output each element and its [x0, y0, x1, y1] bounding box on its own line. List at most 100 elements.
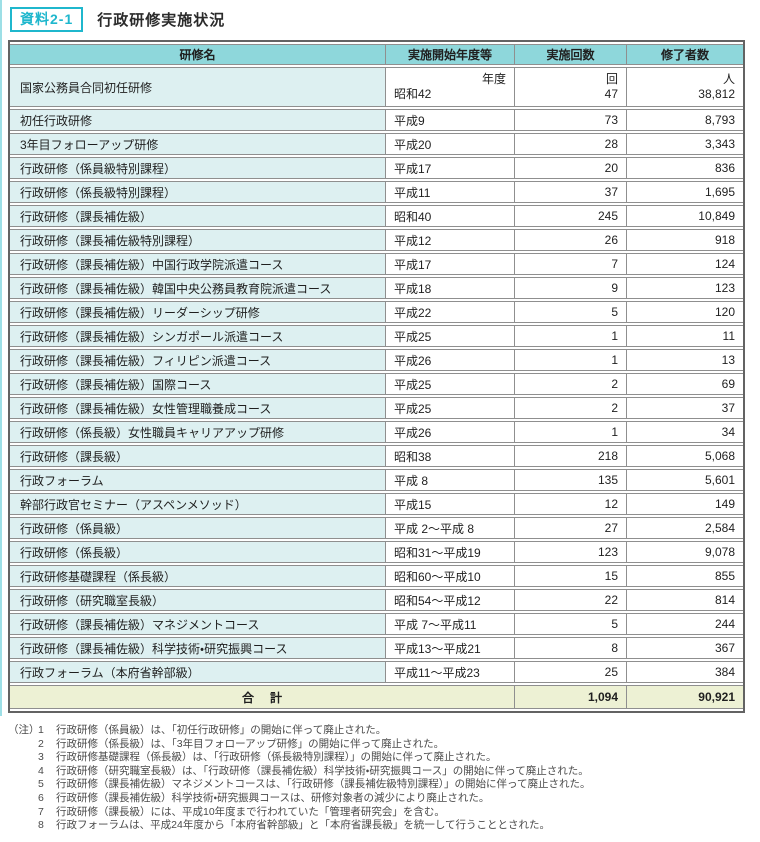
cell-training-name: 行政研修（課長級）: [10, 445, 385, 467]
total-row: 合 計 1,094 90,921: [10, 685, 743, 709]
table-row: 行政研修（係長級）女性職員キャリアアップ研修 平成26 1 34: [10, 421, 743, 443]
table-row: 行政研修（課長補佐級） 昭和40 245 10,849: [10, 205, 743, 227]
table-row: 行政研修（課長補佐級）中国行政学院派遣コース 平成17 7 124: [10, 253, 743, 275]
cell-value: 38,812: [698, 87, 735, 101]
unit-label: 年度: [481, 72, 506, 86]
cell-start-year: 平成11～平成23: [385, 661, 514, 683]
cell-session-count: 73: [514, 109, 626, 131]
note-item: 8 行政フォーラムは、平成24年度から「本府省幹部級」と「本府省課長級」を統一して…: [38, 819, 756, 833]
cell-start-year: 平成25: [385, 397, 514, 419]
table-row: 幹部行政官セミナー（アスペンメソッド） 平成15 12 149: [10, 493, 743, 515]
note-item: 7 行政研修（課長級）には、平成10年度まで行われていた「管理者研究会」を含む。: [38, 806, 756, 820]
cell-completed-count: 2,584: [626, 517, 743, 539]
cell-session-count: 37: [514, 181, 626, 203]
cell-start-year: 平成11: [385, 181, 514, 203]
cell-training-name: 行政研修（課長補佐級）フィリピン派遣コース: [10, 349, 385, 371]
note-item: 1 行政研修（係員級）は、「初任行政研修」の開始に伴って廃止された。: [38, 724, 756, 738]
document-header: 資料2-1 行政研修実施状況: [10, 6, 225, 32]
cell-training-name: 行政研修（課長補佐級）シンガポール派遣コース: [10, 325, 385, 347]
cell-completed-count: 918: [626, 229, 743, 251]
cell-training-name: 行政研修（課長補佐級特別課程）: [10, 229, 385, 251]
cell-completed-count: 69: [626, 373, 743, 395]
cell-training-name: 3年目フォローアップ研修: [10, 133, 385, 155]
footnotes-label: （注）: [8, 724, 40, 736]
cell-start-year: 平成18: [385, 277, 514, 299]
footnotes: （注） 1 行政研修（係員級）は、「初任行政研修」の開始に伴って廃止された。 2 行政…: [8, 724, 756, 833]
cell-session-count: 123: [514, 541, 626, 563]
note-text: 行政フォーラムは、平成24年度から「本府省幹部級」と「本府省課長級」を統一して行…: [56, 819, 551, 832]
cell-start-year: 平成 2～平成 8: [385, 517, 514, 539]
reference-badge: 資料2-1: [10, 6, 84, 32]
table-row: 行政研修（係長級） 昭和31～平成19 123 9,078: [10, 541, 743, 563]
cell-completed-count: 123: [626, 277, 743, 299]
cell-session-count: 2: [514, 397, 626, 419]
note-number: 6: [38, 791, 44, 804]
cell-start-year: 昭和60～平成10: [385, 565, 514, 587]
cell-training-name: 行政フォーラム: [10, 469, 385, 491]
footnotes-list: 1 行政研修（係員級）は、「初任行政研修」の開始に伴って廃止された。 2 行政研修（係…: [38, 724, 756, 833]
cell-start-year: 年度昭和42: [385, 67, 514, 107]
cell-value: 昭和42: [394, 87, 432, 101]
cell-session-count: 回 47: [514, 67, 626, 107]
cell-completed-count: 8,793: [626, 109, 743, 131]
table-row: 国家公務員合同初任研修 年度 昭和42 回 47 人 38,812: [10, 67, 743, 107]
table-row: 行政研修（課長補佐級）科学技術・研究振興コース 平成13～平成21 8 367: [10, 637, 743, 659]
cell-completed-count: 9,078: [626, 541, 743, 563]
page-edge-accent: [0, 0, 2, 716]
note-number: 3: [38, 751, 44, 764]
cell-session-count: 245: [514, 205, 626, 227]
cell-training-name: 行政フォーラム（本府省幹部級）: [10, 661, 385, 683]
note-text: 行政研修（課長補佐級）科学技術・研究振興コースは、研修対象者の減少により廃止され…: [56, 791, 490, 804]
table-row: 行政研修（課長補佐級）シンガポール派遣コース 平成25 1 11: [10, 325, 743, 347]
cell-completed-count: 124: [626, 253, 743, 275]
note-text: 行政研修（課長補佐級）マネジメントコースは、「行政研修（課長補佐級特別課程）」の…: [56, 778, 591, 791]
cell-session-count: 22: [514, 589, 626, 611]
note-number: 8: [38, 819, 44, 832]
cell-session-count: 28: [514, 133, 626, 155]
table-row: 行政研修基礎課程（係長級） 昭和60～平成10 15 855: [10, 565, 743, 587]
table-row: 行政研修（研究職室長級） 昭和54～平成12 22 814: [10, 589, 743, 611]
table-row: 行政研修（係長級特別課程） 平成11 37 1,695: [10, 181, 743, 203]
unit-label: 回: [605, 72, 618, 86]
cell-start-year: 昭和54～平成12: [385, 589, 514, 611]
note-number: 5: [38, 778, 44, 791]
total-completed-count: 90,921: [626, 685, 743, 709]
note-text: 行政研修基礎課程（係長級）は、「行政研修（係長級特別課程）」の開始に伴って廃止さ…: [56, 751, 497, 764]
note-item: 5 行政研修（課長補佐級）マネジメントコースは、「行政研修（課長補佐級特別課程）」…: [38, 778, 756, 792]
table-row: 行政研修（課長補佐級）マネジメントコース 平成 7～平成11 5 244: [10, 613, 743, 635]
cell-training-name: 行政研修（課長補佐級）中国行政学院派遣コース: [10, 253, 385, 275]
cell-start-year: 昭和38: [385, 445, 514, 467]
cell-session-count: 20: [514, 157, 626, 179]
cell-training-name: 行政研修（係員級特別課程）: [10, 157, 385, 179]
cell-completed-count: 人 38,812: [626, 67, 743, 107]
cell-training-name: 行政研修（係員級）: [10, 517, 385, 539]
cell-start-year: 平成17: [385, 157, 514, 179]
table-row: 行政研修（係員級） 平成 2～平成 8 27 2,584: [10, 517, 743, 539]
table-row: 3年目フォローアップ研修 平成20 28 3,343: [10, 133, 743, 155]
cell-session-count: 8: [514, 637, 626, 659]
cell-training-name: 行政研修（課長補佐級）国際コース: [10, 373, 385, 395]
cell-training-name: 行政研修（係長級特別課程）: [10, 181, 385, 203]
note-number: 7: [38, 805, 44, 818]
cell-start-year: 平成26: [385, 349, 514, 371]
cell-completed-count: 13: [626, 349, 743, 371]
table-row: 行政研修（課長級） 昭和38 218 5,068: [10, 445, 743, 467]
table-row: 行政フォーラム（本府省幹部級） 平成11～平成23 25 384: [10, 661, 743, 683]
table-row: 行政フォーラム 平成 8 135 5,601: [10, 469, 743, 491]
column-header-training-name: 研修名: [10, 44, 385, 65]
note-item: 3 行政研修基礎課程（係長級）は、「行政研修（係長級特別課程）」の開始に伴って廃止…: [38, 751, 756, 765]
note-text: 行政研修（研究職室長級）は、「行政研修（課長補佐級）科学技術・研究振興コース」の…: [56, 764, 589, 777]
cell-completed-count: 855: [626, 565, 743, 587]
cell-training-name: 行政研修（課長補佐級）科学技術・研究振興コース: [10, 637, 385, 659]
training-table-container: 研修名 実施開始年度等 実施回数 修了者数 国家公務員合同初任研修 年度 昭和42 回…: [8, 40, 745, 713]
cell-start-year: 平成25: [385, 325, 514, 347]
cell-value: 47: [604, 87, 618, 101]
cell-training-name: 幹部行政官セミナー（アスペンメソッド）: [10, 493, 385, 515]
cell-start-year: 平成 7～平成11: [385, 613, 514, 635]
cell-session-count: 5: [514, 301, 626, 323]
column-header-start-year: 実施開始年度等: [385, 44, 514, 65]
cell-session-count: 26: [514, 229, 626, 251]
cell-completed-count: 384: [626, 661, 743, 683]
cell-completed-count: 836: [626, 157, 743, 179]
table-row: 行政研修（課長補佐級）韓国中央公務員教育院派遣コース 平成18 9 123: [10, 277, 743, 299]
